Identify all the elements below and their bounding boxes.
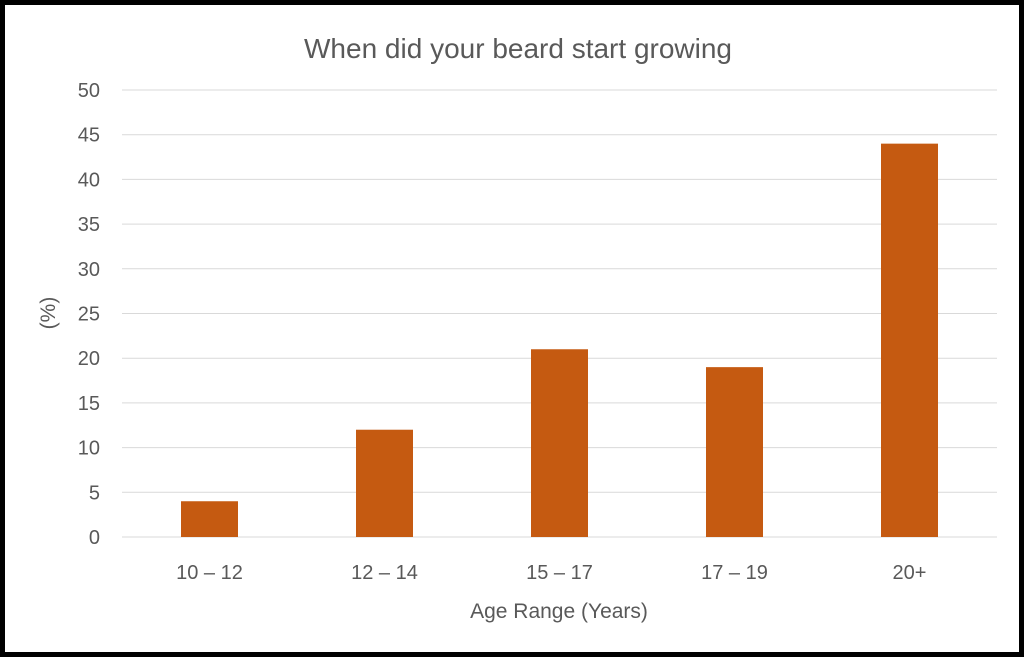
y-tick-label: 50 (78, 80, 100, 102)
bar (181, 501, 238, 537)
y-tick-label: 5 (89, 482, 100, 504)
chart-title: When did your beard start growing (304, 33, 732, 64)
bar (881, 143, 938, 537)
x-tick-label: 15 – 17 (526, 562, 593, 584)
y-tick-label: 30 (78, 259, 100, 281)
x-axis-ticks: 10 – 12 12 – 14 15 – 17 17 – 19 20+ (176, 562, 926, 584)
y-tick-label: 20 (78, 348, 100, 370)
x-tick-label: 20+ (893, 562, 927, 584)
y-axis-ticks: 0 5 10 15 20 25 30 35 40 45 50 (78, 80, 100, 549)
gridlines (122, 89, 997, 538)
y-tick-label: 10 (78, 438, 100, 460)
bar (356, 429, 413, 537)
bar (706, 367, 763, 537)
y-tick-label: 35 (78, 214, 100, 236)
y-tick-label: 15 (78, 393, 100, 415)
y-tick-label: 40 (78, 169, 100, 191)
y-tick-label: 25 (78, 304, 100, 326)
y-tick-label: 0 (89, 527, 100, 549)
bars (181, 143, 938, 537)
x-axis-title: Age Range (Years) (470, 600, 648, 623)
y-axis-title: (%) (37, 297, 60, 330)
x-tick-label: 10 – 12 (176, 562, 243, 584)
x-tick-label: 12 – 14 (351, 562, 418, 584)
x-tick-label: 17 – 19 (701, 562, 768, 584)
y-tick-label: 45 (78, 125, 100, 147)
bar (531, 349, 588, 537)
